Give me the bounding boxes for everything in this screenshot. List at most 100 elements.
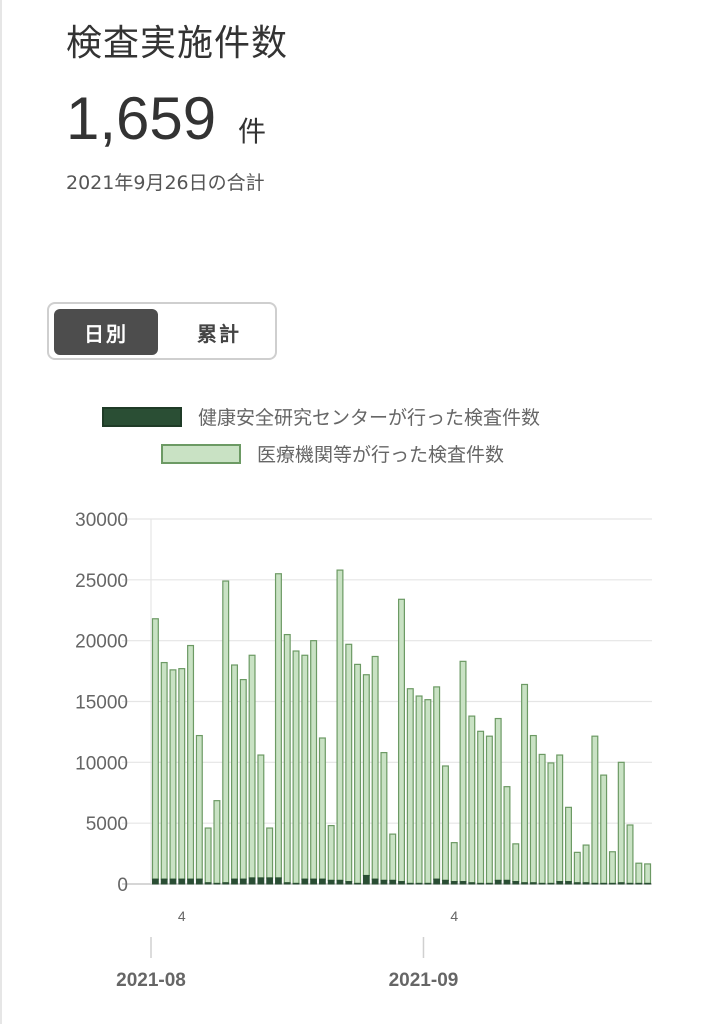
bar-series2-13 bbox=[266, 827, 274, 879]
bar-series1-33 bbox=[442, 879, 449, 885]
bar-series1-50 bbox=[591, 882, 599, 885]
bar-series1-42 bbox=[521, 882, 528, 885]
legend-item-series1[interactable]: 健康安全研究センターが行った検査件数 bbox=[102, 403, 540, 430]
bar-series2-48 bbox=[573, 851, 581, 884]
bar-series2-39 bbox=[494, 717, 502, 881]
bar-series2-45 bbox=[547, 762, 555, 884]
bar-series2-52 bbox=[608, 851, 616, 884]
bar-series2-50 bbox=[591, 735, 599, 884]
bar-series1-30 bbox=[415, 882, 423, 885]
left-border bbox=[0, 0, 2, 1024]
bar-series1-0 bbox=[151, 878, 159, 885]
bar-series2-46 bbox=[556, 754, 564, 883]
y-tick-label: 25000 bbox=[75, 571, 128, 592]
page-title: 検査実施件数 bbox=[66, 23, 289, 64]
bar-series1-52 bbox=[609, 882, 616, 885]
bar-series1-48 bbox=[573, 882, 581, 885]
view-toggle: 日別 累計 bbox=[47, 302, 277, 360]
bar-series1-13 bbox=[266, 877, 274, 885]
bar-series2-1 bbox=[160, 661, 168, 880]
bar-series2-36 bbox=[468, 715, 476, 884]
bar-series2-24 bbox=[362, 674, 370, 877]
bar-series2-15 bbox=[283, 633, 291, 884]
bar-series1-16 bbox=[292, 882, 300, 885]
y-tick-label: 5000 bbox=[86, 814, 128, 835]
bar-series1-29 bbox=[406, 882, 414, 885]
bar-series2-41 bbox=[512, 843, 520, 883]
y-tick-label: 30000 bbox=[75, 510, 128, 531]
bar-series1-24 bbox=[362, 874, 370, 885]
bar-series2-12 bbox=[257, 754, 265, 879]
bar-series2-32 bbox=[433, 686, 441, 880]
bar-series1-41 bbox=[512, 881, 520, 885]
bar-series1-2 bbox=[169, 878, 177, 885]
bar-series1-19 bbox=[318, 878, 326, 885]
bar-series1-27 bbox=[389, 879, 397, 885]
bar-series1-17 bbox=[301, 878, 309, 885]
bar-series2-5 bbox=[195, 734, 203, 880]
bar-series1-49 bbox=[582, 882, 590, 885]
legend-label-series2: 医療機関等が行った検査件数 bbox=[257, 444, 505, 466]
bar-series1-7 bbox=[213, 882, 221, 885]
x-tick-label-minor: 4 bbox=[178, 908, 186, 924]
bar-series1-31 bbox=[424, 882, 432, 885]
bar-series1-8 bbox=[222, 882, 230, 885]
bar-series2-17 bbox=[301, 654, 309, 880]
bar-series2-34 bbox=[450, 842, 458, 883]
bar-series2-40 bbox=[503, 786, 511, 881]
bar-series1-18 bbox=[310, 878, 318, 885]
x-tick-label-month: 2021-09 bbox=[389, 970, 459, 991]
bar-series2-56 bbox=[644, 863, 652, 884]
bar-series1-47 bbox=[565, 881, 572, 885]
legend-swatch-series1 bbox=[102, 406, 182, 427]
bar-series2-18 bbox=[310, 640, 318, 880]
bar-series1-55 bbox=[635, 882, 643, 885]
bar-series2-29 bbox=[406, 688, 414, 884]
bar-series1-44 bbox=[538, 882, 546, 885]
bar-series1-22 bbox=[345, 881, 353, 885]
bar-series1-23 bbox=[354, 882, 361, 885]
bar-series2-16 bbox=[292, 650, 300, 884]
bar-series2-20 bbox=[327, 824, 335, 881]
x-tick-label-minor: 4 bbox=[450, 908, 458, 924]
bar-series2-33 bbox=[441, 765, 449, 881]
bar-series1-12 bbox=[257, 877, 265, 885]
bar-series2-14 bbox=[274, 573, 282, 879]
bar-series1-25 bbox=[371, 878, 379, 885]
bar-series1-26 bbox=[380, 879, 388, 885]
bar-series2-47 bbox=[564, 806, 573, 883]
bar-series2-23 bbox=[354, 663, 362, 884]
bar-series2-21 bbox=[336, 569, 344, 881]
bar-series2-38 bbox=[485, 735, 493, 884]
bar-series1-32 bbox=[433, 878, 441, 885]
bar-series1-6 bbox=[204, 882, 212, 885]
bar-series1-53 bbox=[617, 882, 625, 885]
bar-series1-37 bbox=[477, 882, 485, 885]
bar-series1-38 bbox=[485, 882, 493, 885]
date-note: 2021年9月26日の合計 bbox=[66, 172, 265, 194]
bar-series2-49 bbox=[582, 844, 590, 884]
bar-series1-4 bbox=[187, 878, 194, 885]
y-tick-label: 0 bbox=[117, 875, 128, 896]
bar-series2-19 bbox=[318, 737, 326, 880]
bar-series1-36 bbox=[468, 882, 476, 885]
cumulative-toggle-button[interactable]: 累計 bbox=[197, 321, 241, 346]
bar-series1-14 bbox=[275, 877, 282, 885]
bar-series2-54 bbox=[626, 824, 634, 884]
legend-label-series1: 健康安全研究センターが行った検査件数 bbox=[198, 407, 541, 429]
bar-series1-34 bbox=[450, 881, 458, 885]
bar-series2-2 bbox=[169, 669, 177, 880]
bar-series2-0 bbox=[151, 618, 159, 880]
bar-series1-56 bbox=[644, 882, 652, 885]
legend-item-series2[interactable]: 医療機関等が行った検査件数 bbox=[161, 440, 504, 467]
bar-series1-40 bbox=[503, 879, 511, 885]
bar-series1-46 bbox=[556, 881, 564, 885]
bar-series2-11 bbox=[248, 654, 256, 879]
bar-series2-27 bbox=[389, 833, 397, 881]
y-tick-label: 10000 bbox=[75, 753, 128, 774]
bar-series1-20 bbox=[327, 879, 335, 885]
daily-toggle-button[interactable]: 日別 bbox=[54, 309, 158, 355]
y-tick-label: 20000 bbox=[75, 632, 128, 653]
bar-series1-54 bbox=[626, 882, 634, 885]
